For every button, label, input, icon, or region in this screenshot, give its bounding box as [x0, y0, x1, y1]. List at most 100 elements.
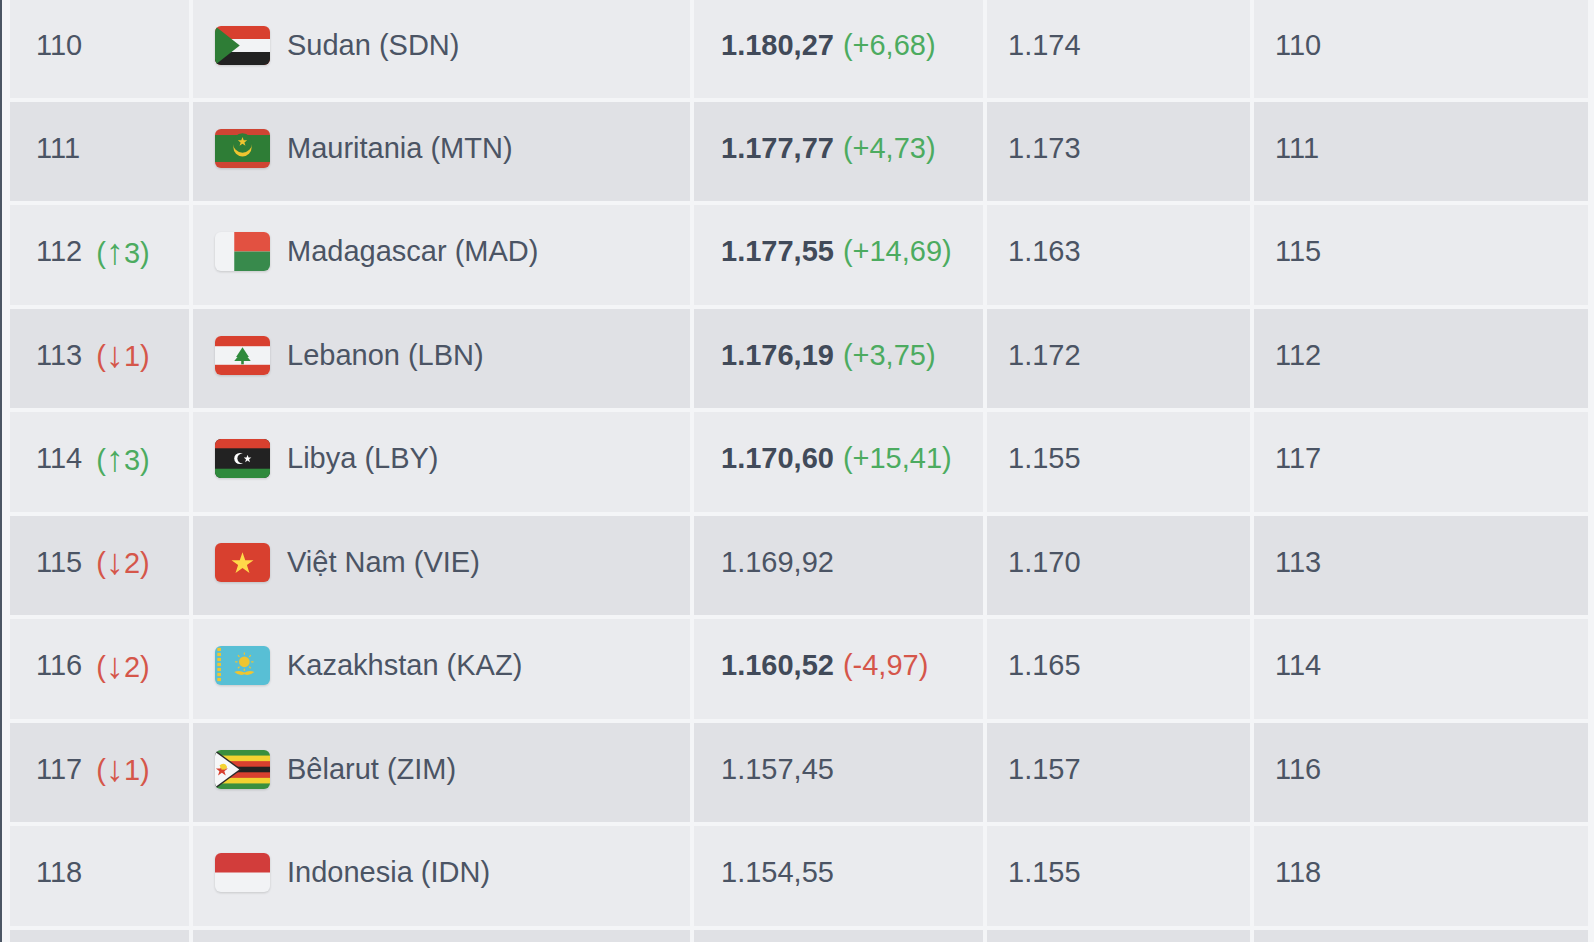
previous-points: 1.165 — [1008, 649, 1081, 682]
previous-points-cell — [987, 930, 1250, 942]
country-name[interactable]: Kazakhstan (KAZ) — [287, 649, 522, 682]
previous-points-cell: 1.173 — [987, 102, 1250, 202]
country-name[interactable]: Việt Nam (VIE) — [287, 546, 480, 579]
previous-points-cell: 1.155 — [987, 826, 1250, 926]
rank-cell: 115 (↓2) — [10, 516, 189, 616]
arrow-down-icon: ↓ — [106, 334, 124, 375]
lebanon-flag-icon — [215, 336, 270, 375]
total-points: 1.169,92 — [721, 546, 834, 579]
table-row[interactable]: 113 (↓1) Lebanon (LBN) 1.176,19 (+3,75) … — [10, 309, 1588, 409]
points-change: (+3,75) — [843, 339, 936, 372]
previous-rank-cell: 110 — [1254, 0, 1588, 98]
zimbabwe-flag-icon — [215, 750, 270, 789]
previous-points-cell: 1.157 — [987, 723, 1250, 823]
total-points: 1.177,77 — [721, 132, 834, 165]
arrow-up-icon: ↑ — [106, 438, 124, 479]
previous-rank-cell: 114 — [1254, 619, 1588, 719]
table-row[interactable]: 117 (↓1) Bêlarut (ZIM) 1.157,45 1.157 11… — [10, 723, 1588, 823]
rank-change: (↓1) — [96, 337, 149, 373]
rank-change: (↓1) — [96, 751, 149, 787]
country-name[interactable]: Lebanon (LBN) — [287, 339, 484, 372]
rank-cell: 114 (↑3) — [10, 412, 189, 512]
table-row[interactable]: 118 Indonesia (IDN) 1.154,55 1.155 118 — [10, 826, 1588, 926]
arrow-down-icon: ↓ — [106, 748, 124, 789]
rank-number: 116 — [36, 649, 82, 682]
country-cell: Kazakhstan (KAZ) — [193, 619, 690, 719]
points-cell: 1.157,45 — [694, 723, 983, 823]
previous-points-cell: 1.155 — [987, 412, 1250, 512]
total-points: 1.154,55 — [721, 856, 834, 889]
country-name[interactable]: Bêlarut (ZIM) — [287, 753, 456, 786]
table-row[interactable]: 116 (↓2) Kazakhstan (KAZ) 1.160,52 (-4,9… — [10, 619, 1588, 719]
country-name[interactable]: Sudan (SDN) — [287, 29, 459, 62]
previous-rank-cell: 113 — [1254, 516, 1588, 616]
points-change: (+4,73) — [843, 132, 936, 165]
arrow-up-icon: ↑ — [106, 231, 124, 272]
points-change: (-4,97) — [843, 649, 928, 682]
previous-rank: 112 — [1275, 339, 1321, 372]
table-row[interactable]: 111 Mauritania (MTN) 1.177,77 (+4,73) 1.… — [10, 102, 1588, 202]
previous-rank: 110 — [1275, 29, 1321, 62]
rank-cell: 113 (↓1) — [10, 309, 189, 409]
country-name[interactable]: Madagascar (MAD) — [287, 235, 538, 268]
previous-points: 1.155 — [1008, 856, 1081, 889]
rank-number: 117 — [36, 753, 82, 786]
rank-cell: 117 (↓1) — [10, 723, 189, 823]
previous-rank-cell: 118 — [1254, 826, 1588, 926]
rank-cell: 112 (↑3) — [10, 205, 189, 305]
country-cell: Madagascar (MAD) — [193, 205, 690, 305]
ranking-table: 110 Sudan (SDN) 1.180,27 (+6,68) 1.174 1… — [10, 0, 1588, 942]
rank-number: 110 — [36, 29, 82, 62]
previous-points: 1.173 — [1008, 132, 1081, 165]
country-cell: Libya (LBY) — [193, 412, 690, 512]
table-row[interactable]: 115 (↓2) Việt Nam (VIE) 1.169,92 1.170 1… — [10, 516, 1588, 616]
total-points: 1.180,27 — [721, 29, 834, 62]
rank-cell: 111 — [10, 102, 189, 202]
points-cell — [694, 930, 983, 942]
previous-points: 1.163 — [1008, 235, 1081, 268]
points-change: (+15,41) — [843, 442, 952, 475]
country-cell: Sudan (SDN) — [193, 0, 690, 98]
points-cell: 1.180,27 (+6,68) — [694, 0, 983, 98]
points-cell: 1.154,55 — [694, 826, 983, 926]
table-row[interactable]: 114 (↑3) Libya (LBY) 1.170,60 (+15,41) 1… — [10, 412, 1588, 512]
country-name[interactable]: Mauritania (MTN) — [287, 132, 513, 165]
sudan-flag-icon — [215, 26, 270, 65]
points-cell: 1.169,92 — [694, 516, 983, 616]
total-points: 1.157,45 — [721, 753, 834, 786]
previous-points-cell: 1.165 — [987, 619, 1250, 719]
points-cell: 1.177,77 (+4,73) — [694, 102, 983, 202]
points-cell: 1.160,52 (-4,97) — [694, 619, 983, 719]
kazakhstan-flag-icon — [215, 646, 270, 685]
rank-number: 113 — [36, 339, 82, 372]
indonesia-flag-icon — [215, 853, 270, 892]
country-cell: Mauritania (MTN) — [193, 102, 690, 202]
rank-cell: 118 — [10, 826, 189, 926]
points-change: (+14,69) — [843, 235, 952, 268]
country-name[interactable]: Libya (LBY) — [287, 442, 439, 475]
previous-rank: 111 — [1275, 132, 1319, 165]
points-cell: 1.177,55 (+14,69) — [694, 205, 983, 305]
rank-cell: 116 (↓2) — [10, 619, 189, 719]
left-border — [0, 0, 2, 942]
points-change: (+6,68) — [843, 29, 936, 62]
points-cell: 1.176,19 (+3,75) — [694, 309, 983, 409]
vietnam-flag-icon — [215, 543, 270, 582]
country-name[interactable]: Indonesia (IDN) — [287, 856, 490, 889]
previous-points-cell: 1.172 — [987, 309, 1250, 409]
previous-points: 1.174 — [1008, 29, 1081, 62]
previous-rank-cell: 116 — [1254, 723, 1588, 823]
rank-cell — [10, 930, 189, 942]
table-row[interactable]: 112 (↑3) Madagascar (MAD) 1.177,55 (+14,… — [10, 205, 1588, 305]
table-row[interactable]: 110 Sudan (SDN) 1.180,27 (+6,68) 1.174 1… — [10, 0, 1588, 98]
country-cell — [193, 930, 690, 942]
rank-change: (↓2) — [96, 648, 149, 684]
rank-change: (↑3) — [96, 441, 149, 477]
previous-rank-cell: 112 — [1254, 309, 1588, 409]
total-points: 1.170,60 — [721, 442, 834, 475]
arrow-down-icon: ↓ — [106, 541, 124, 582]
rank-change: (↓2) — [96, 544, 149, 580]
country-cell: Indonesia (IDN) — [193, 826, 690, 926]
table-row[interactable] — [10, 930, 1588, 942]
previous-rank-cell — [1254, 930, 1588, 942]
